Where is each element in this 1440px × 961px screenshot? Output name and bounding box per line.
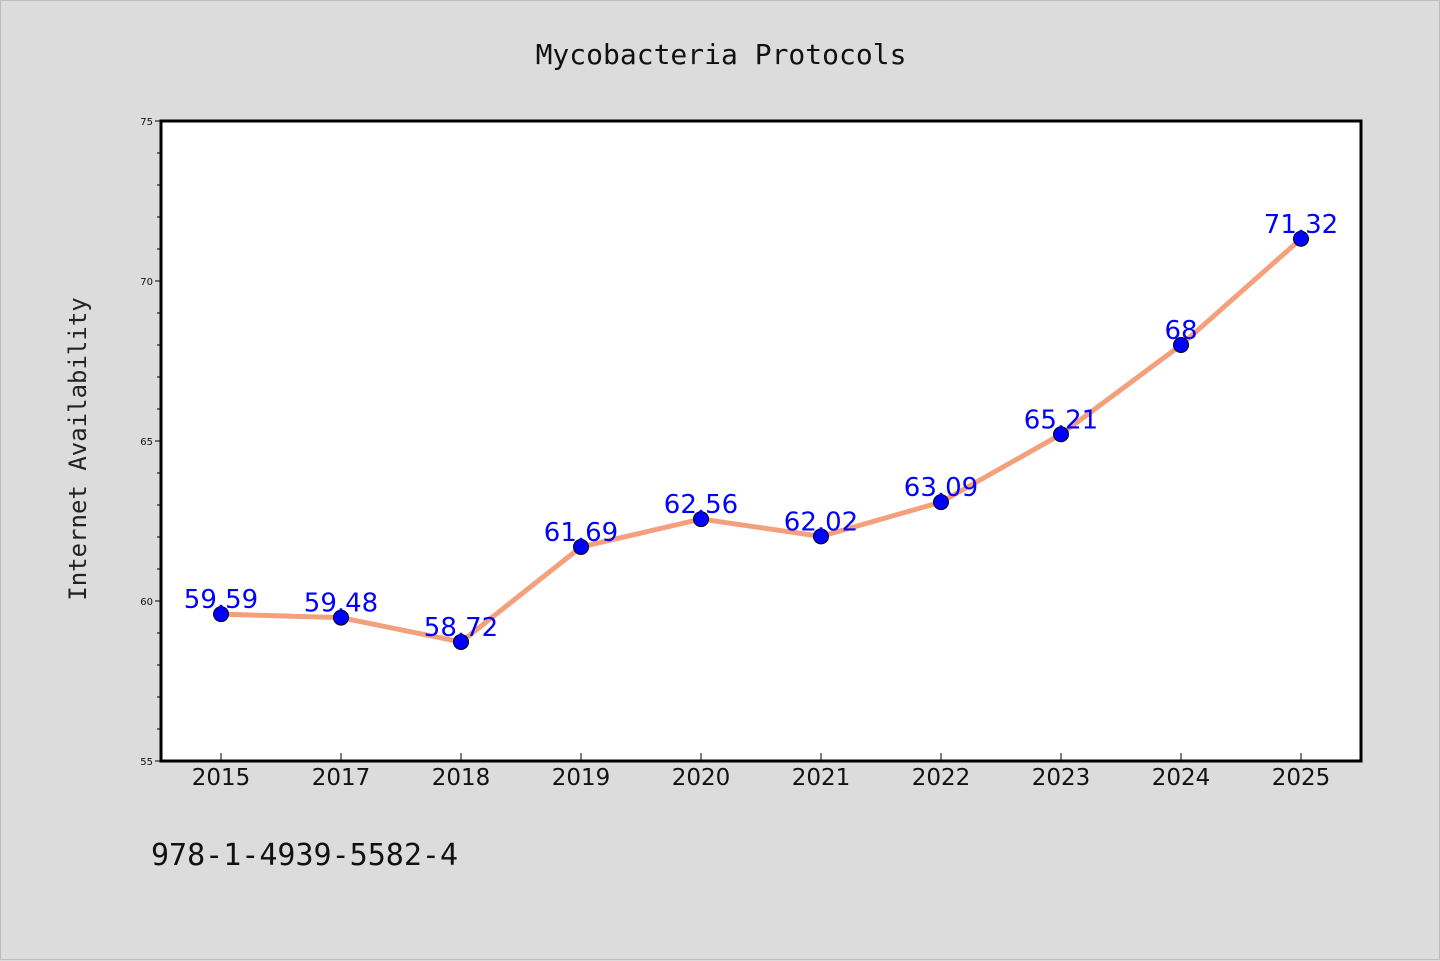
x-tick-label: 2023 (1032, 765, 1091, 791)
series-line (218, 236, 1304, 645)
data-point (813, 528, 829, 545)
data-label: 63.09 (904, 473, 978, 503)
x-tick-label: 2025 (1272, 765, 1331, 791)
data-label: 62.56 (664, 490, 738, 520)
y-tick-label: 70 (140, 277, 153, 288)
y-tick-label: 60 (140, 597, 153, 608)
x-tick-label: 2021 (792, 765, 851, 791)
data-point (933, 494, 949, 511)
data-point (1053, 426, 1069, 443)
y-axis: 55 60 65 70 75 (140, 117, 161, 768)
data-label: 61.69 (544, 518, 618, 548)
x-tick-label: 2024 (1152, 765, 1211, 791)
x-tick-label: 2020 (672, 765, 731, 791)
footer-identifier: 978-1-4939-5582-4 (151, 838, 458, 873)
data-label: 71.32 (1264, 210, 1338, 240)
data-label: 65.21 (1024, 405, 1098, 435)
x-axis: 2015 2017 2018 2019 2020 2021 2022 2023 2024 2025 (192, 753, 1331, 791)
data-point (1293, 230, 1309, 247)
data-point (213, 606, 229, 623)
data-label: 58.72 (424, 613, 498, 643)
y-axis-label: Internet Availability (64, 297, 92, 600)
data-label: 59.59 (184, 585, 258, 615)
x-tick-label: 2015 (192, 765, 251, 791)
series-group (213, 230, 1309, 650)
data-point (573, 538, 589, 555)
data-point (693, 511, 709, 528)
x-tick-label: 2019 (552, 765, 611, 791)
data-point (453, 633, 469, 650)
y-tick-label: 75 (140, 117, 153, 128)
plot-area (159, 119, 1363, 763)
x-tick-label: 2022 (912, 765, 971, 791)
x-tick-label: 2018 (432, 765, 491, 791)
data-label: 68 (1164, 316, 1197, 346)
data-labels: 59.59 59.48 58.72 61.69 62.56 62.02 63.09 65.21… (184, 210, 1338, 643)
data-point (333, 609, 349, 626)
data-point (1173, 337, 1189, 353)
y-tick-label: 55 (140, 757, 153, 768)
data-label: 62.02 (784, 507, 858, 537)
chart-title: Mycobacteria Protocols (536, 38, 907, 71)
x-tick-label: 2017 (312, 765, 371, 791)
y-tick-label: 65 (140, 437, 153, 448)
data-label: 59.48 (304, 589, 378, 619)
